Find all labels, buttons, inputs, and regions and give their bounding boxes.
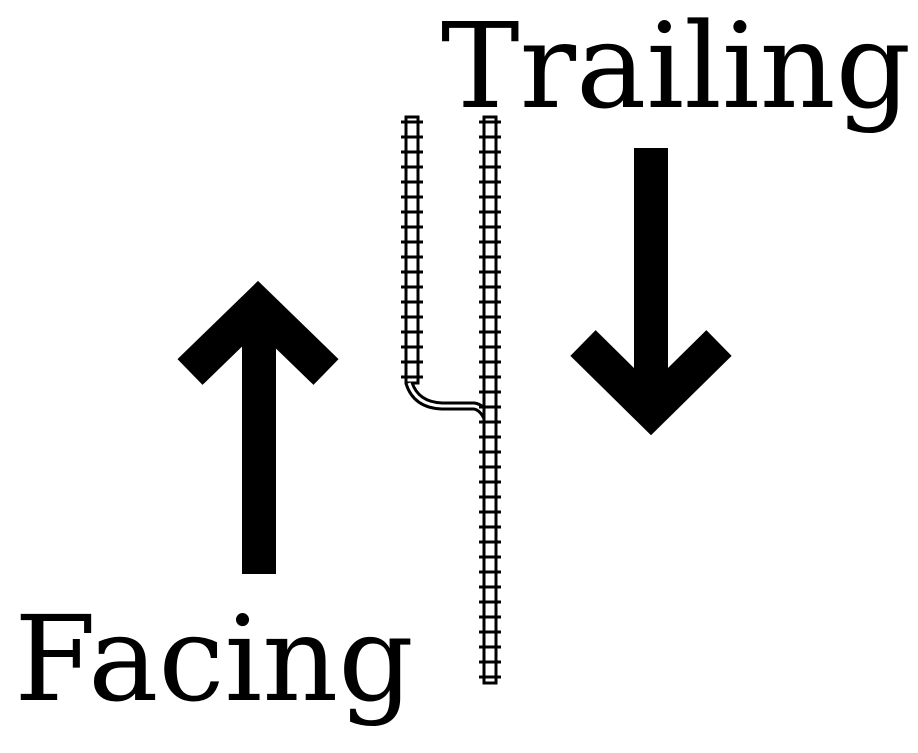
branch-track (401, 115, 492, 420)
arrow-up-icon (177, 280, 339, 574)
arrow-down-icon (570, 148, 732, 436)
trailing-label: Trailing (441, 0, 911, 135)
facing-label: Facing (14, 590, 414, 728)
main-track (479, 115, 501, 685)
railway-points-track (401, 115, 501, 685)
